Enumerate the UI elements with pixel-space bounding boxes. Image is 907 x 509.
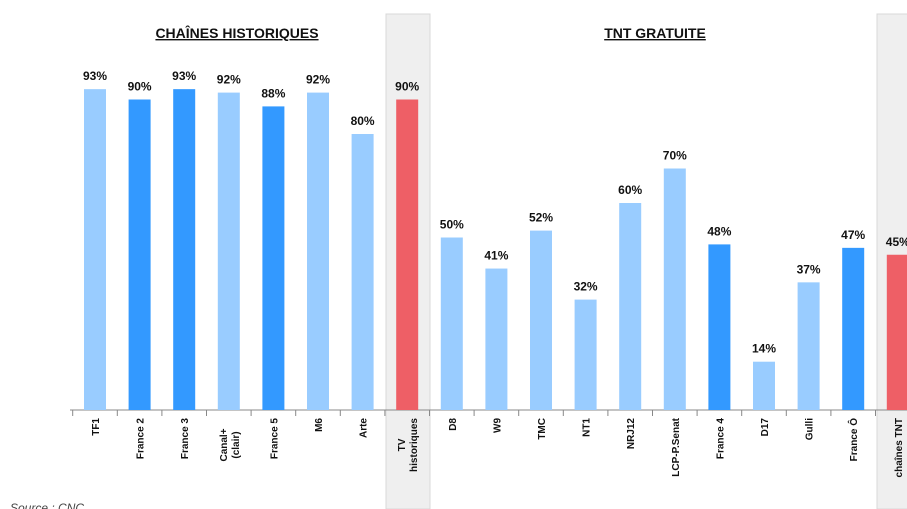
value-label: 50% [440,218,464,232]
bar [574,299,597,410]
bar [485,268,508,410]
bar [753,361,775,410]
x-tick-label: (clair) [231,431,242,458]
value-label: 45% [886,235,907,249]
bar [842,247,865,410]
x-tick-label: France 4 [715,418,726,460]
x-tick-label: France Ô [847,418,860,462]
x-tick-label: Arte [359,418,370,438]
value-label: 93% [172,69,196,83]
x-tick-label: historiques [409,418,420,472]
value-label: 90% [128,80,152,94]
bar [351,134,374,410]
value-label: 37% [797,262,821,276]
value-label: 41% [484,249,508,263]
x-tick-label: France 2 [136,418,147,460]
value-label: 14% [752,342,776,356]
bar [530,230,552,410]
bar [619,203,642,410]
bar [217,92,240,410]
x-tick-label: Canal+ [219,428,230,461]
bar [663,168,686,410]
x-tick-label: TF1 [91,418,102,436]
bar [173,89,196,411]
value-label: 70% [663,149,687,163]
value-label: 93% [83,69,107,83]
x-tick-label: France 3 [180,418,191,460]
bar [84,89,106,411]
x-tick-label: France 5 [269,418,280,460]
value-label: 92% [306,73,330,87]
x-tick-label: TMC [537,418,548,440]
bar [797,282,820,410]
x-tick-label: TV [397,438,408,451]
value-label: 48% [707,224,731,238]
value-label: 80% [351,114,375,128]
x-tick-label: Gulli [805,418,816,440]
x-tick-label: D8 [448,418,459,431]
bar [128,99,151,410]
x-tick-label: W9 [492,418,503,433]
bar [886,254,907,410]
value-label: 47% [841,228,865,242]
bar [262,106,285,411]
bar [708,244,731,410]
value-label: 52% [529,211,553,225]
bar [396,99,419,410]
group-title: CHAÎNES HISTORIQUES [155,24,318,41]
source-note: Source : CNC [10,501,84,509]
value-label: 32% [574,280,598,294]
value-label: 60% [618,183,642,197]
x-tick-label: M6 [314,418,325,432]
group-title: TNT GRATUITE [604,25,706,41]
x-tick-label: LCP-P.Senat [671,417,682,476]
x-tick-label: NRJ12 [626,418,637,450]
bar [307,92,329,410]
x-tick-label: D17 [760,418,771,437]
value-label: 90% [395,80,419,94]
x-tick-label: chaînes TNT [894,418,905,477]
value-label: 88% [261,86,285,100]
x-tick-label: NT1 [582,418,593,437]
value-label: 92% [217,73,241,87]
bar [440,237,463,410]
